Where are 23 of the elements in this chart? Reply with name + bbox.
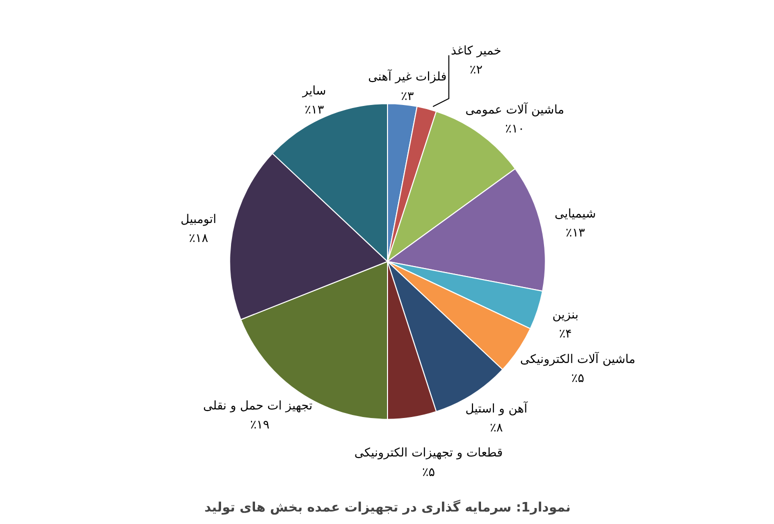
slice-label: آهن و استیل	[465, 400, 528, 416]
data-label: ٪۳	[400, 88, 414, 103]
data-label: ٪۱۹	[250, 418, 270, 432]
slice-label: ماشین آلات عمومی	[465, 102, 564, 117]
slice-label: قطعات و تجهیزات الکترونیکی	[354, 446, 503, 460]
slice-label: تجهیز ات حمل و نقلی	[203, 398, 313, 412]
data-label: ٪۴	[558, 326, 572, 340]
data-label: ٪۱۳	[304, 102, 324, 117]
data-label: ٪۱۰	[505, 122, 524, 136]
data-label: ٪۱۸	[188, 231, 209, 246]
slice-label: فلزات غیر آهنی	[368, 68, 447, 84]
slice-label: بنزین	[552, 307, 578, 322]
text: نمودار1: سرمایه گذاری در تجهیزات عمده بخش های تولید	[204, 500, 571, 516]
data-label: ٪۵	[422, 464, 435, 479]
data-label: ٪۱۳	[566, 226, 586, 240]
slice-label: اتومبیل	[180, 212, 216, 226]
data-label: ٪۲	[470, 62, 483, 77]
slice-label: سایر	[301, 83, 326, 98]
data-label: ٪۵	[571, 371, 584, 386]
slice-label: ماشین آلات الکترونیکی	[520, 350, 636, 366]
slice-label: خمیر کاغذ	[450, 43, 502, 58]
slice-label: شیمیایی	[554, 206, 596, 221]
data-label: ٪۸	[490, 420, 504, 435]
